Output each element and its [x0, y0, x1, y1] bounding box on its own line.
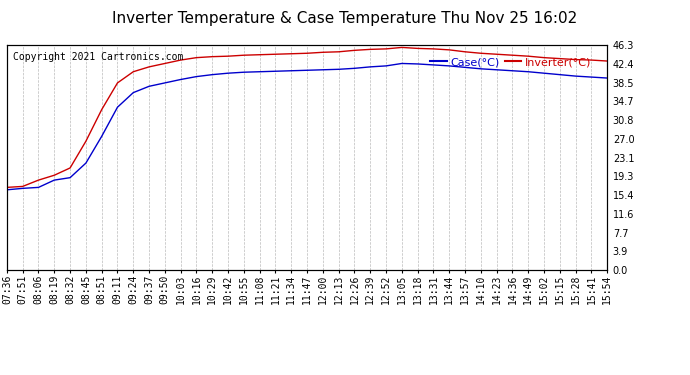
- Text: Inverter Temperature & Case Temperature Thu Nov 25 16:02: Inverter Temperature & Case Temperature …: [112, 11, 578, 26]
- Text: Copyright 2021 Cartronics.com: Copyright 2021 Cartronics.com: [13, 52, 184, 62]
- Legend: Case(°C), Inverter(°C): Case(°C), Inverter(°C): [426, 53, 595, 72]
